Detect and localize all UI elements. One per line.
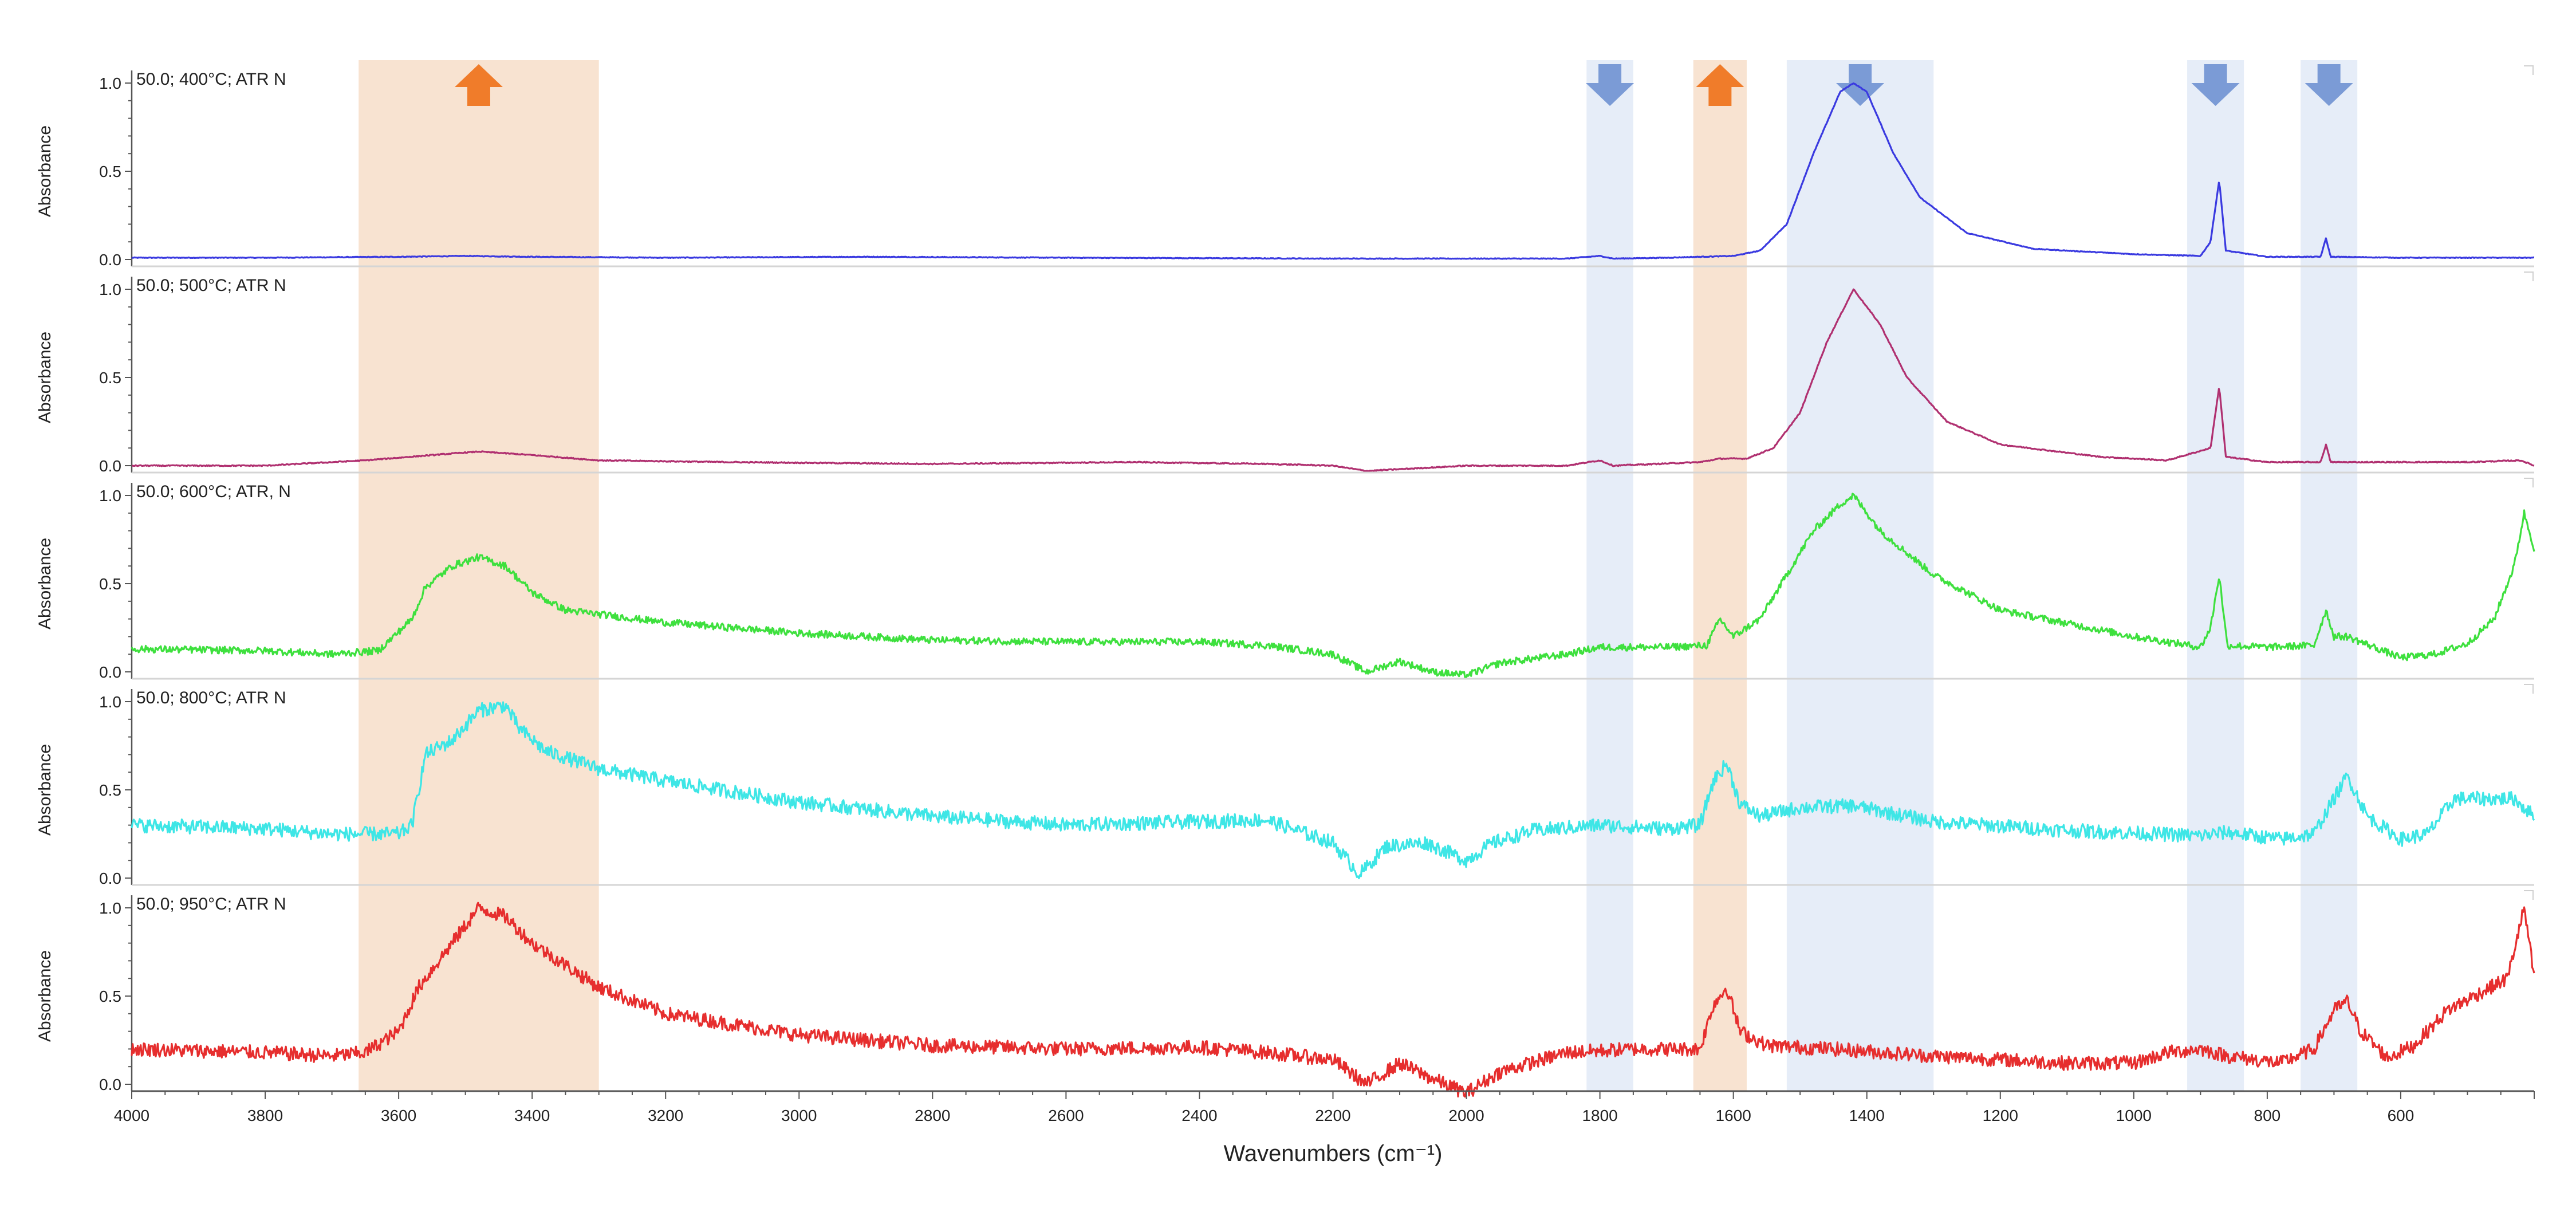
x-tick-label: 3600	[381, 1107, 416, 1124]
highlight-band-5	[2187, 60, 2244, 1091]
spectrum-line	[131, 701, 2535, 880]
y-axis-label: Absorbance	[36, 950, 54, 1042]
x-tick-label: 1200	[1983, 1107, 2018, 1124]
x-tick-label: 2800	[915, 1107, 950, 1124]
y-tick-label: 1.0	[99, 74, 121, 92]
x-tick-label: 3000	[781, 1107, 817, 1124]
arrow-down-icon	[2305, 64, 2353, 106]
y-tick-label: 0.5	[99, 781, 121, 799]
highlight-band-1	[359, 60, 599, 1091]
spectrum-line	[131, 493, 2535, 679]
y-tick-label: 1.0	[99, 899, 121, 917]
series-label: 50.0; 950°C; ATR N	[136, 895, 286, 914]
x-tick-label: 1400	[1849, 1107, 1885, 1124]
y-tick-label: 0.5	[99, 163, 121, 180]
y-axis-label: Absorbance	[36, 332, 54, 423]
spectrum-panel-3: 0.0 0.5 1.0 Absorbance 50.0; 600°C; ATR, N	[36, 471, 2535, 681]
x-tick-label: 4000	[114, 1107, 149, 1124]
series-label: 50.0; 500°C; ATR N	[136, 276, 286, 295]
highlight-band-2	[1586, 60, 1633, 1091]
arrow-down-icon	[1586, 64, 1634, 106]
y-tick-label: 1.0	[99, 693, 121, 711]
y-tick-label: 0.0	[99, 1076, 121, 1093]
y-axis-label: Absorbance	[36, 744, 54, 836]
y-tick-label: 0.5	[99, 369, 121, 387]
x-tick-label: 800	[2254, 1107, 2281, 1124]
y-axis-label: Absorbance	[36, 538, 54, 629]
y-tick-label: 0.0	[99, 869, 121, 887]
spectrum-panel-4: 0.0 0.5 1.0 Absorbance 50.0; 800°C; ATR N	[36, 678, 2535, 887]
x-tick-label: 2400	[1181, 1107, 1217, 1124]
highlight-band-3	[1693, 60, 1747, 1091]
spectrum-panel-5: 0.0 0.5 1.0 Absorbance 50.0; 950°C; ATR N	[36, 884, 2535, 1098]
arrow-down-icon	[2191, 64, 2240, 106]
x-tick-label: 1600	[1716, 1107, 1751, 1124]
spectrum-panel-1: 0.0 0.5 1.0 Absorbance 50.0; 400°C; ATR N	[36, 65, 2535, 269]
x-tick-label: 3200	[648, 1107, 683, 1124]
series-label: 50.0; 400°C; ATR N	[136, 70, 286, 89]
y-tick-label: 0.0	[99, 251, 121, 269]
spectrum-line	[131, 902, 2535, 1098]
x-tick-label: 1000	[2116, 1107, 2152, 1124]
x-tick-label: 3800	[247, 1107, 283, 1124]
y-tick-label: 0.0	[99, 663, 121, 681]
y-tick-label: 0.5	[99, 987, 121, 1005]
x-tick-label: 2200	[1315, 1107, 1350, 1124]
arrow-up-icon	[454, 64, 503, 106]
x-tick-label: 600	[2388, 1107, 2414, 1124]
series-label: 50.0; 800°C; ATR N	[136, 688, 286, 707]
arrow-up-icon	[1696, 64, 1744, 106]
arrow-down-icon	[1836, 64, 1885, 106]
panel-corner-mark	[2524, 890, 2534, 900]
highlight-band-6	[2301, 60, 2358, 1091]
x-tick-label: 1800	[1582, 1107, 1617, 1124]
spectrum-line	[131, 82, 2535, 260]
spectrum-line	[131, 288, 2535, 473]
x-tick-label: 3400	[514, 1107, 550, 1124]
series-label: 50.0; 600°C; ATR, N	[136, 482, 291, 501]
panel-corner-mark	[2524, 478, 2534, 487]
y-tick-label: 1.0	[99, 487, 121, 505]
y-axis-label: Absorbance	[36, 125, 54, 217]
x-tick-label: 2000	[1448, 1107, 1484, 1124]
panel-corner-mark	[2524, 684, 2534, 694]
y-tick-label: 1.0	[99, 281, 121, 298]
panel-corner-mark	[2524, 65, 2534, 75]
x-tick-label: 2600	[1048, 1107, 1084, 1124]
y-tick-label: 0.0	[99, 457, 121, 475]
spectrum-panel-2: 0.0 0.5 1.0 Absorbance 50.0; 500°C; ATR N	[36, 265, 2535, 475]
x-axis: 4000 3800 3600 3400 3200 3000 2800 2600 2400 2200…	[114, 1090, 2535, 1166]
y-tick-label: 0.5	[99, 575, 121, 593]
panel-corner-mark	[2524, 271, 2534, 281]
highlight-bands	[359, 60, 2358, 1091]
x-axis-label: Wavenumbers (cm⁻¹)	[1224, 1141, 1443, 1166]
highlight-band-4	[1786, 60, 1934, 1091]
